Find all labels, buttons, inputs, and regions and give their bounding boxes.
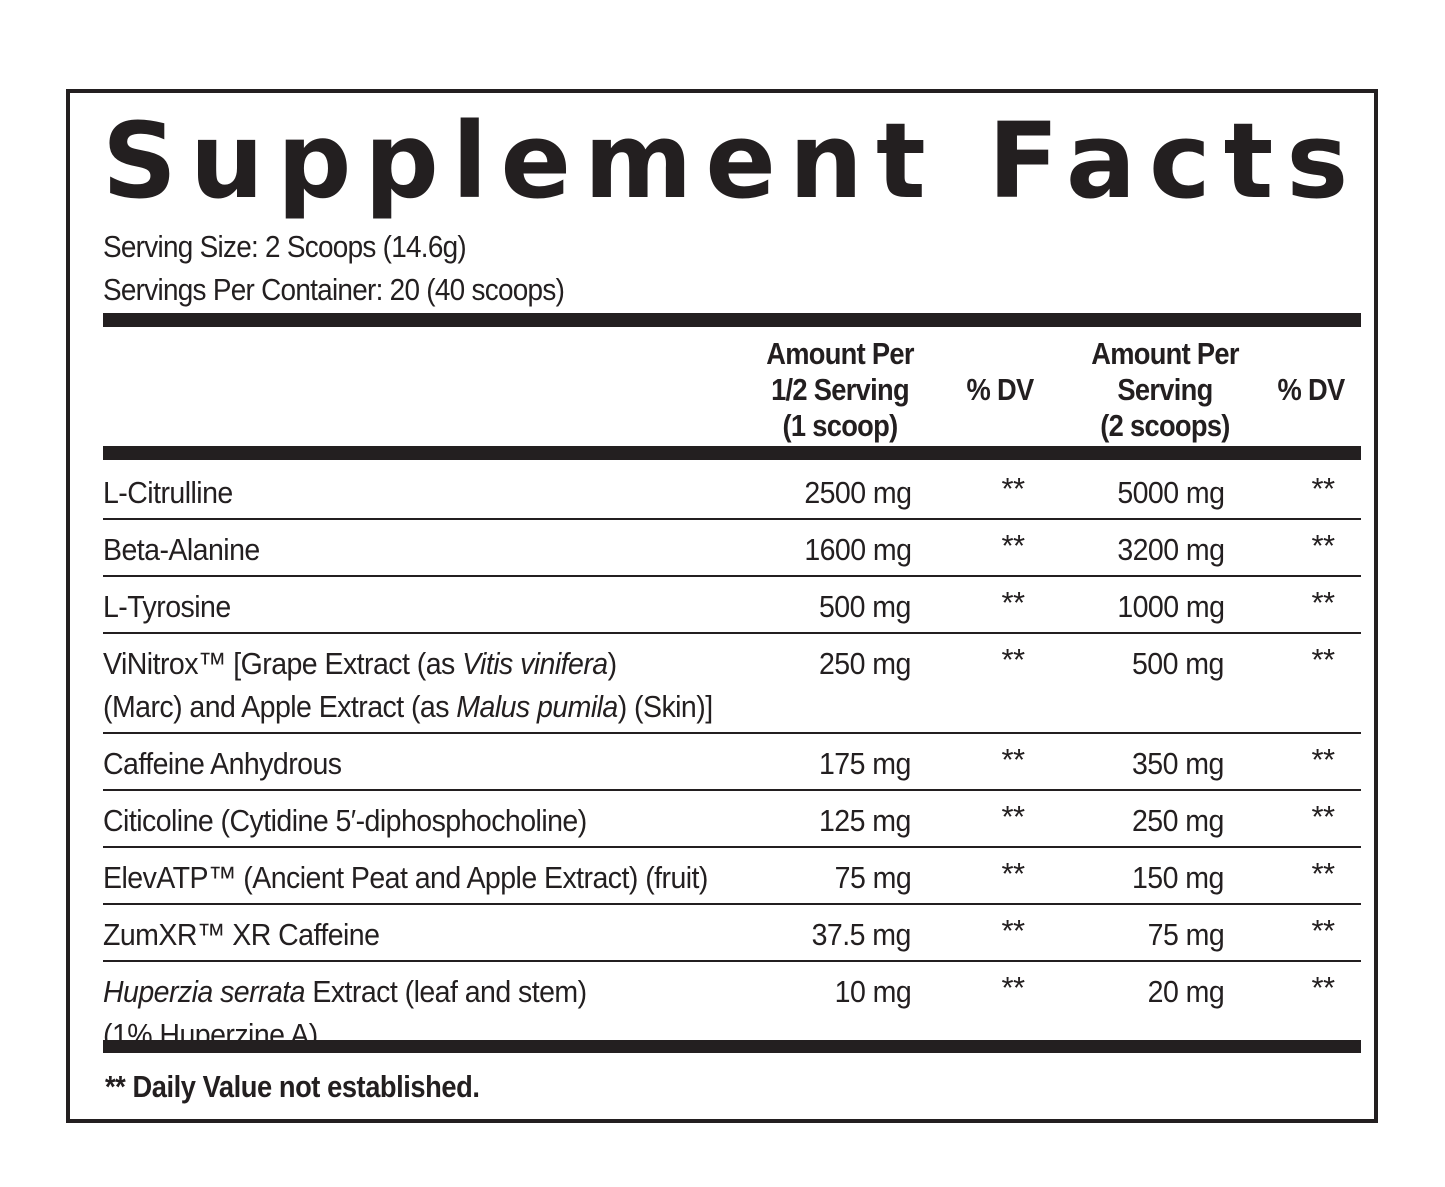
name-segment: Beta-Alanine xyxy=(103,532,260,567)
dv-full: ** xyxy=(1311,742,1336,777)
footnote: ** Daily Value not established. xyxy=(105,1069,480,1104)
header-amount-half: Amount Per 1/2 Serving (1 scoop) xyxy=(743,336,937,444)
supplement-facts-panel: Supplement Facts Serving Size: 2 Scoops … xyxy=(66,89,1378,1123)
name-segment: Vitis vinifera xyxy=(462,646,608,681)
table-row: Citicoline (Cytidine 5′-diphosphocholine… xyxy=(103,791,1361,848)
dv-half: ** xyxy=(1001,471,1026,506)
dv-half: ** xyxy=(1001,913,1026,948)
ingredient-name-line: Citicoline (Cytidine 5′-diphosphocholine… xyxy=(103,799,747,842)
amount-full: 500 mg xyxy=(1132,646,1224,681)
name-segment: Malus pumila xyxy=(456,689,618,724)
table-row: Caffeine Anhydrous 175 mg ** 350 mg ** xyxy=(103,734,1361,791)
amount-half: 125 mg xyxy=(819,803,911,838)
ingredient-name-line: (Marc) and Apple Extract (as Malus pumil… xyxy=(103,685,747,728)
serving-size: Serving Size: 2 Scoops (14.6g) xyxy=(103,229,467,264)
ingredient-name-line: ViNitrox™ [Grape Extract (as Vitis vinif… xyxy=(103,642,747,685)
header-line: (2 scoops) xyxy=(1100,408,1230,443)
thick-divider xyxy=(103,1040,1361,1053)
dv-half: ** xyxy=(1001,970,1026,1005)
name-segment: ZumXR™ XR Caffeine xyxy=(103,917,380,952)
amount-full: 350 mg xyxy=(1132,746,1224,781)
table-row: Huperzia serrata Extract (leaf and stem)… xyxy=(103,962,1361,1060)
name-segment: ) (Skin)] xyxy=(617,689,713,724)
table-row: L-Tyrosine 500 mg ** 1000 mg ** xyxy=(103,577,1361,634)
panel-title: Supplement Facts xyxy=(102,100,1362,222)
header-line: (1 scoop) xyxy=(782,408,899,443)
name-segment: L-Tyrosine xyxy=(103,589,231,624)
table-row: ViNitrox™ [Grape Extract (as Vitis vinif… xyxy=(103,634,1361,734)
name-segment: ViNitrox™ [Grape Extract (as xyxy=(103,646,463,681)
amount-full: 75 mg xyxy=(1147,917,1224,952)
ingredient-name-line: Huperzia serrata Extract (leaf and stem) xyxy=(103,970,747,1013)
header-line: Serving xyxy=(1117,372,1213,407)
amount-half: 500 mg xyxy=(819,589,911,624)
dv-full: ** xyxy=(1311,970,1336,1005)
ingredient-name: L-Citrulline xyxy=(103,463,747,518)
amount-half: 250 mg xyxy=(819,646,911,681)
dv-half: ** xyxy=(1001,856,1026,891)
ingredient-name-line: L-Tyrosine xyxy=(103,585,747,628)
dv-half: ** xyxy=(1001,528,1026,563)
amount-full: 150 mg xyxy=(1132,860,1224,895)
servings-per-container: Servings Per Container: 20 (40 scoops) xyxy=(103,272,565,307)
dv-half: ** xyxy=(1001,642,1026,677)
amount-full: 5000 mg xyxy=(1116,475,1225,510)
header-dv-half: % DV xyxy=(966,372,1035,407)
dv-full: ** xyxy=(1311,528,1336,563)
name-segment: L-Citrulline xyxy=(103,475,233,510)
amount-half: 75 mg xyxy=(834,860,911,895)
dv-full: ** xyxy=(1311,799,1336,834)
ingredient-name-line: ZumXR™ XR Caffeine xyxy=(103,913,747,956)
amount-half: 37.5 mg xyxy=(811,917,912,952)
name-segment: Huperzia serrata xyxy=(103,974,306,1009)
name-segment: ElevATP™ (Ancient Peat and Apple Extract… xyxy=(103,860,708,895)
header-dv-full: % DV xyxy=(1277,372,1346,407)
header-line: 1/2 Serving xyxy=(771,372,910,407)
amount-half: 1600 mg xyxy=(803,532,912,567)
ingredient-table: L-Citrulline 2500 mg ** 5000 mg ** Beta-Alani… xyxy=(103,463,1361,1060)
amount-half: 10 mg xyxy=(834,974,911,1009)
amount-full: 1000 mg xyxy=(1116,589,1225,624)
ingredient-name-line: L-Citrulline xyxy=(103,471,747,514)
amount-full: 20 mg xyxy=(1147,974,1224,1009)
thick-divider xyxy=(103,446,1361,460)
table-row: L-Citrulline 2500 mg ** 5000 mg ** xyxy=(103,463,1361,520)
amount-full: 250 mg xyxy=(1132,803,1224,838)
ingredient-name: Caffeine Anhydrous xyxy=(103,734,747,789)
ingredient-name: ElevATP™ (Ancient Peat and Apple Extract… xyxy=(103,848,747,903)
amount-half: 175 mg xyxy=(819,746,911,781)
amount-half: 2500 mg xyxy=(803,475,912,510)
header-line: Amount Per xyxy=(1091,336,1239,371)
name-segment: ) xyxy=(607,646,617,681)
header-amount-full: Amount Per Serving (2 scoops) xyxy=(1068,336,1262,444)
dv-half: ** xyxy=(1001,799,1026,834)
dv-full: ** xyxy=(1311,856,1336,891)
ingredient-name-line: Beta-Alanine xyxy=(103,528,747,571)
dv-half: ** xyxy=(1001,585,1026,620)
header-line: Amount Per xyxy=(766,336,914,371)
ingredient-name: ViNitrox™ [Grape Extract (as Vitis vinif… xyxy=(103,634,747,732)
dv-half: ** xyxy=(1001,742,1026,777)
name-segment: Extract (leaf and stem) xyxy=(304,974,587,1009)
dv-full: ** xyxy=(1311,585,1336,620)
table-row: ElevATP™ (Ancient Peat and Apple Extract… xyxy=(103,848,1361,905)
table-row: Beta-Alanine 1600 mg ** 3200 mg ** xyxy=(103,520,1361,577)
amount-full: 3200 mg xyxy=(1116,532,1225,567)
dv-full: ** xyxy=(1311,913,1336,948)
name-segment: Citicoline (Cytidine 5′-diphosphocholine… xyxy=(103,803,587,838)
ingredient-name: ZumXR™ XR Caffeine xyxy=(103,905,747,960)
dv-full: ** xyxy=(1311,642,1336,677)
ingredient-name-line: Caffeine Anhydrous xyxy=(103,742,747,785)
ingredient-name-line: ElevATP™ (Ancient Peat and Apple Extract… xyxy=(103,856,747,899)
table-row: ZumXR™ XR Caffeine 37.5 mg ** 75 mg ** xyxy=(103,905,1361,962)
ingredient-name: Citicoline (Cytidine 5′-diphosphocholine… xyxy=(103,791,747,846)
name-segment: (Marc) and Apple Extract (as xyxy=(103,689,457,724)
ingredient-name: L-Tyrosine xyxy=(103,577,747,632)
ingredient-name: Beta-Alanine xyxy=(103,520,747,575)
dv-full: ** xyxy=(1311,471,1336,506)
thick-divider xyxy=(103,313,1361,327)
ingredient-name: Huperzia serrata Extract (leaf and stem)… xyxy=(103,962,747,1060)
name-segment: Caffeine Anhydrous xyxy=(103,746,342,781)
